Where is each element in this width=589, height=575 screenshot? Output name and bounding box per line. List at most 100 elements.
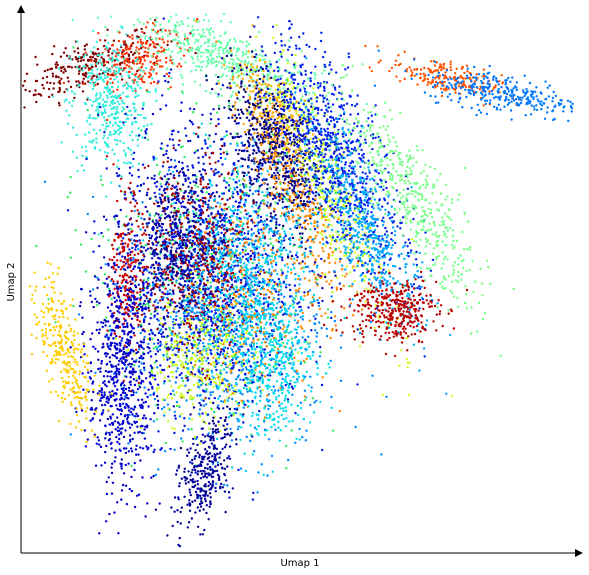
data-point <box>128 70 131 74</box>
data-point <box>366 210 370 213</box>
data-point <box>421 261 424 264</box>
data-point <box>63 100 67 103</box>
data-point <box>307 197 311 200</box>
data-point <box>276 66 279 69</box>
data-point <box>79 59 83 63</box>
data-point <box>285 98 288 102</box>
data-point <box>365 216 368 219</box>
data-point <box>240 157 243 160</box>
data-point <box>371 233 374 236</box>
data-point <box>149 68 152 71</box>
data-point <box>200 65 204 69</box>
data-point <box>447 308 450 312</box>
data-point <box>344 163 347 166</box>
data-point <box>368 229 371 232</box>
data-point <box>505 95 508 99</box>
data-point <box>371 242 375 245</box>
data-point <box>387 195 390 198</box>
data-point <box>381 256 384 259</box>
data-point <box>95 141 98 144</box>
data-point <box>249 65 253 69</box>
data-point <box>176 65 179 68</box>
data-point <box>336 235 339 239</box>
data-point <box>388 151 391 154</box>
data-point <box>73 96 76 100</box>
data-point <box>352 234 355 237</box>
data-point <box>282 126 286 129</box>
data-point <box>324 158 328 162</box>
data-point <box>152 42 155 45</box>
data-point <box>282 49 285 52</box>
data-point <box>202 19 206 22</box>
data-point <box>409 69 413 72</box>
data-point <box>404 241 407 244</box>
data-point <box>336 141 339 144</box>
data-point <box>297 214 300 217</box>
data-point <box>158 65 162 68</box>
data-point <box>252 103 256 107</box>
data-point <box>109 77 112 81</box>
data-point <box>155 157 158 160</box>
data-point <box>318 241 322 244</box>
data-point <box>418 369 421 372</box>
data-point <box>529 113 533 116</box>
data-point <box>274 139 278 142</box>
data-point <box>454 83 458 86</box>
data-point <box>362 179 366 183</box>
data-point <box>161 27 164 31</box>
data-point <box>349 271 352 274</box>
data-point <box>144 26 148 29</box>
data-point <box>426 183 429 186</box>
data-point <box>304 219 307 222</box>
data-point <box>141 80 144 84</box>
data-point <box>465 306 469 310</box>
data-point <box>396 225 399 228</box>
data-point <box>95 78 98 81</box>
data-point <box>301 140 304 143</box>
data-point <box>343 156 347 159</box>
data-point <box>142 56 146 59</box>
data-point <box>298 132 301 135</box>
data-point <box>106 34 109 37</box>
data-point <box>436 306 439 309</box>
data-point <box>220 94 224 98</box>
data-point <box>337 247 340 250</box>
data-point <box>222 49 225 53</box>
data-point <box>258 106 261 109</box>
data-point <box>278 103 282 106</box>
data-point <box>512 287 515 291</box>
data-point <box>424 178 427 181</box>
data-point <box>273 177 277 181</box>
data-point <box>321 147 325 151</box>
data-point <box>278 192 281 196</box>
data-point <box>219 76 222 79</box>
data-point <box>96 82 100 86</box>
data-point <box>289 90 292 93</box>
data-point <box>229 21 232 24</box>
data-point <box>482 104 485 107</box>
data-point <box>428 68 431 71</box>
data-point <box>254 157 257 160</box>
data-point <box>280 128 284 131</box>
data-point <box>453 75 457 79</box>
data-point <box>205 74 208 78</box>
data-point <box>57 67 61 71</box>
data-point <box>88 116 92 119</box>
data-point <box>112 116 116 119</box>
data-point <box>520 99 523 102</box>
data-point <box>293 133 296 136</box>
data-point <box>102 80 106 83</box>
data-point <box>304 153 307 157</box>
data-point <box>376 132 379 136</box>
data-point <box>235 122 238 125</box>
data-point <box>342 76 345 79</box>
data-point <box>333 143 336 146</box>
data-point <box>256 74 259 77</box>
data-point <box>236 84 239 87</box>
data-point <box>293 73 296 77</box>
data-point <box>254 48 257 52</box>
data-point <box>333 86 337 89</box>
data-point <box>482 72 485 76</box>
data-point <box>134 59 138 63</box>
data-point <box>340 241 343 244</box>
